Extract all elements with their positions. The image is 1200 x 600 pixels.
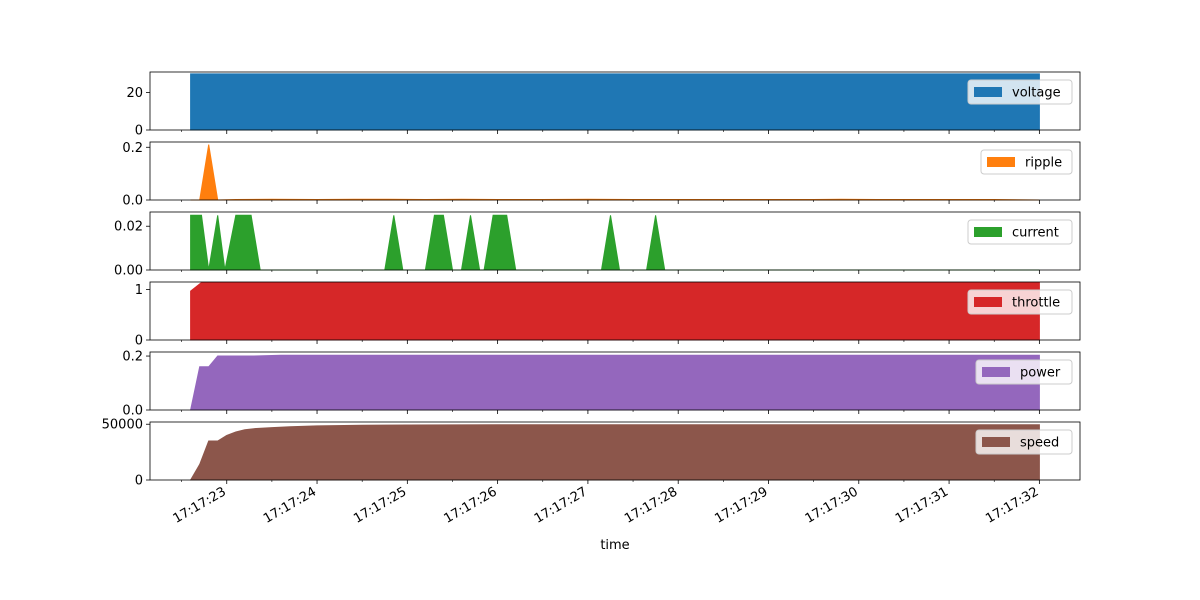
legend-box — [967, 289, 1073, 315]
y-tick-label: 0.0 — [122, 404, 143, 419]
legend-swatch — [982, 367, 1010, 377]
legend-swatch — [974, 87, 1002, 97]
legend-swatch — [974, 227, 1002, 237]
y-tick-label: 0.00 — [114, 264, 143, 279]
x-axis: 17:17:23 17:17:24 17:17:25 17:17:26 17:17:27… — [171, 484, 1042, 526]
x-tick-label: 17:17:29 — [712, 484, 770, 526]
y-tick-label: 0.2 — [122, 141, 143, 156]
panel-frame — [149, 351, 1081, 411]
legend-label: voltage — [1012, 86, 1061, 101]
y-tick-label: 50000 — [102, 418, 143, 433]
panel-power: 0.0 0.2 power — [122, 350, 1081, 419]
y-tick-label: 20 — [126, 86, 143, 101]
area-voltage — [190, 73, 1040, 131]
y-tick-label: 0.2 — [122, 350, 143, 365]
panel-throttle: 0 1 throttle — [135, 281, 1081, 349]
panel-frame — [149, 71, 1081, 131]
legend-box — [967, 79, 1073, 105]
x-tick-label: 17:17:27 — [532, 484, 590, 526]
x-tick-label: 17:17:32 — [983, 484, 1041, 526]
y-tick-label: 1 — [135, 283, 143, 298]
legend-label: power — [1020, 366, 1061, 381]
y-tick-label: 0.02 — [114, 220, 143, 235]
legend-label: throttle — [1012, 296, 1060, 311]
x-tick-label: 17:17:23 — [171, 484, 229, 526]
legend-voltage: voltage — [967, 79, 1073, 105]
x-tick-label: 17:17:30 — [803, 484, 861, 526]
legend-swatch — [974, 297, 1002, 307]
legend-ripple: ripple — [980, 149, 1073, 175]
x-tick-label: 17:17:24 — [261, 484, 319, 526]
legend-box — [975, 429, 1073, 455]
y-tick-label: 0 — [135, 334, 143, 349]
legend-box — [967, 219, 1073, 245]
y-tick-label: 0 — [135, 124, 143, 139]
x-axis-label: time — [600, 538, 629, 553]
panel-speed: 0 50000 speed — [102, 418, 1081, 489]
legend-current: current — [967, 219, 1073, 245]
panel-voltage: 0 20 voltage — [126, 71, 1081, 139]
legend-swatch — [982, 437, 1010, 447]
panel-current: 0.00 0.02 current — [114, 211, 1081, 279]
legend-box — [980, 149, 1073, 175]
panel-frame — [149, 421, 1081, 481]
legend-label: speed — [1020, 436, 1059, 451]
panel-frame — [149, 281, 1081, 341]
panel-ripple: 0.0 0.2 ripple — [122, 141, 1081, 209]
legend-power: power — [975, 359, 1073, 385]
panel-frame — [149, 211, 1081, 271]
x-tick-label: 17:17:26 — [442, 484, 500, 526]
panel-frame — [149, 141, 1081, 201]
legend-label: ripple — [1025, 156, 1062, 171]
x-tick-label: 17:17:25 — [351, 484, 409, 526]
area-throttle — [190, 282, 1040, 341]
y-tick-label: 0 — [135, 474, 143, 489]
area-current — [190, 214, 1040, 271]
area-power — [189, 354, 1040, 411]
legend-throttle: throttle — [967, 289, 1073, 315]
legend-box — [975, 359, 1073, 385]
legend-swatch — [987, 157, 1015, 167]
legend-label: current — [1012, 226, 1059, 241]
area-speed — [189, 424, 1040, 481]
legend-speed: speed — [975, 429, 1073, 455]
area-ripple — [190, 144, 1040, 201]
x-tick-label: 17:17:31 — [893, 484, 951, 526]
y-tick-label: 0.0 — [122, 194, 143, 209]
x-tick-label: 17:17:28 — [622, 484, 680, 526]
